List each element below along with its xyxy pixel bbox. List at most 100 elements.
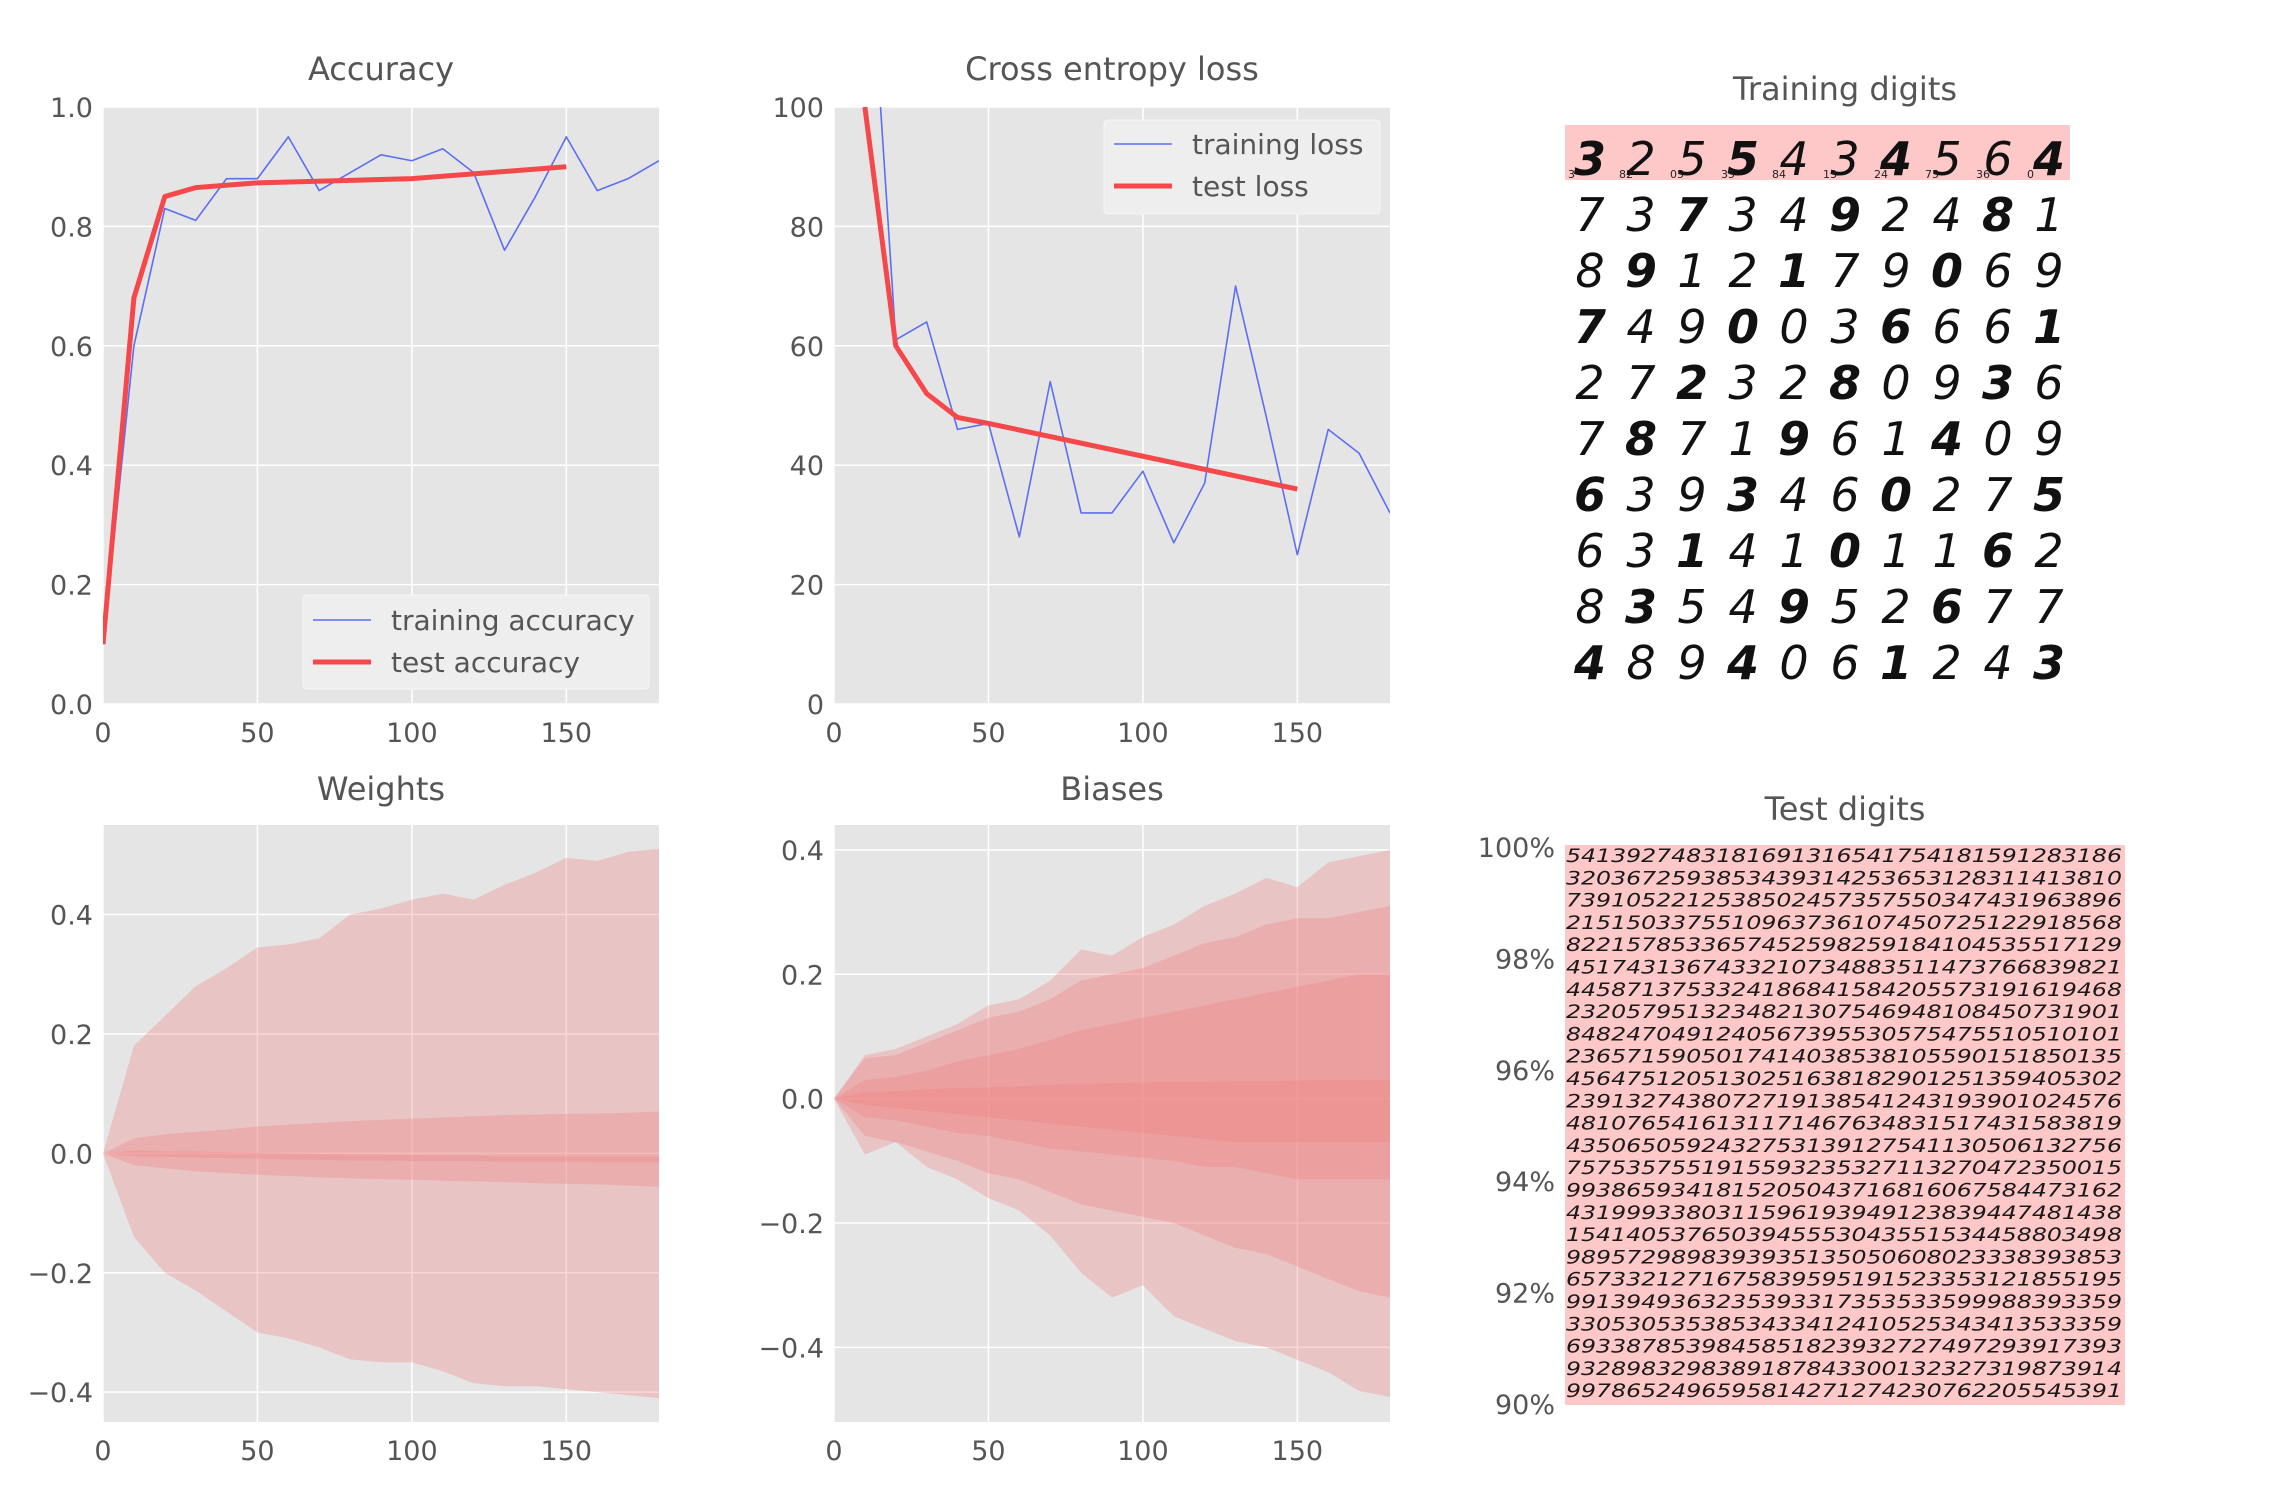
training-digit: 4 (1779, 468, 1808, 522)
training-digit: 6 (1575, 524, 1604, 578)
training-digit: 7 (1575, 188, 1604, 242)
training-digit: 2 (1779, 356, 1808, 410)
loss-xtick-label: 50 (971, 718, 1005, 749)
training-digit: 1 (1778, 244, 1810, 298)
training-digit: 1 (2034, 188, 2063, 242)
training-digit: 7 (2034, 580, 2063, 634)
test-digits-ytick-label: 96% (1495, 1056, 1555, 1087)
training-digit: 1 (1677, 244, 1706, 298)
loss-title: Cross entropy loss (965, 50, 1259, 88)
training-digit: 0 (1779, 300, 1808, 354)
test-digits-ytick-label: 90% (1495, 1390, 1555, 1421)
training-digit: 3 (1626, 188, 1655, 242)
accuracy-xtick-label: 0 (94, 718, 111, 749)
training-digit: 7 (1676, 188, 1708, 242)
training-digit: 9 (1778, 580, 1810, 634)
training-digit-wrong-label: 82 (1619, 168, 1633, 181)
test-digits-rows: 5413927483181691316541754181591283186320… (1566, 845, 2122, 1402)
training-digit: 3 (1982, 356, 2014, 410)
training-digit: 3 (1727, 468, 1759, 522)
training-digit: 6 (1830, 412, 1859, 466)
training-digit: 0 (1983, 412, 2012, 466)
training-digit: 1 (1779, 524, 1808, 578)
training-digit: 0 (1881, 356, 1910, 410)
training-digit: 4 (1728, 580, 1757, 634)
training-digit: 2 (1728, 244, 1757, 298)
loss-legend: training loss test loss (1104, 120, 1380, 214)
test-digit-row: 4810765416131171467634831517431583819 (1566, 1113, 2122, 1135)
training-digit: 2 (1575, 356, 1604, 410)
training-digit: 1 (1881, 412, 1910, 466)
training-digit: 9 (1778, 412, 1810, 466)
training-digit: 8 (1982, 188, 2014, 242)
test-digit-row: 1541405376503945553043551534458803498 (1566, 1224, 2122, 1246)
training-digit: 8 (1575, 580, 1604, 634)
biases-chart: 0 50 100 1500.40.20.0−0.2−0.4 Biases (758, 770, 1390, 1467)
legend-training-accuracy-label: training accuracy (391, 604, 635, 637)
training-digit: 9 (1677, 468, 1706, 522)
training-digit: 9 (1829, 188, 1861, 242)
biases-ytick-label: −0.2 (758, 1209, 824, 1240)
training-digit: 1 (1881, 524, 1910, 578)
loss-ytick-label: 40 (790, 451, 824, 482)
training-digits-title: Training digits (1732, 70, 1957, 108)
accuracy-title: Accuracy (308, 50, 454, 88)
loss-ytick-label: 60 (790, 332, 824, 363)
test-digit-row: 7391052212538502457357550347431963896 (1566, 890, 2122, 912)
test-digit-row: 8221578533657452598259184104535517129 (1566, 934, 2122, 956)
accuracy-ytick-label: 0.0 (50, 690, 93, 721)
test-digit-row: 4458713753324186841584205573191619468 (1566, 979, 2122, 1001)
test-digit-row: 6933878539845851823932727497293917393 (1566, 1336, 2122, 1358)
test-digit-row: 9895729898393935135050608023338393853 (1566, 1246, 2122, 1268)
training-digits-grid: 3 2 5 5 4 3 4 5 6 47 3 7 3 4 9 2 4 8 18 9 1 2 1 7 9 0 6 97 4 9 0 0 3 6 6 6 1… (1568, 132, 2065, 690)
training-digit: 6 (1983, 244, 2012, 298)
training-digit: 6 (1982, 524, 2014, 578)
training-digit-wrong-label: 24 (1874, 168, 1888, 181)
training-digit: 2 (1932, 468, 1961, 522)
training-digit-wrong-label: 13 (1823, 168, 1837, 181)
weights-xtick-label: 100 (386, 1436, 438, 1467)
training-digit: 4 (1983, 636, 2012, 690)
test-digit-row: 4350650592432753139127541130506132756 (1566, 1135, 2122, 1157)
accuracy-ytick-label: 0.8 (50, 212, 93, 243)
training-digit: 5 (1830, 580, 1859, 634)
test-digits-title: Test digits (1764, 790, 1926, 828)
test-digit-row: 5413927483181691316541754181591283186 (1566, 845, 2122, 867)
test-digit-row: 2391327438072719138541243193901024576 (1566, 1090, 2122, 1112)
loss-xtick-label: 0 (825, 718, 842, 749)
test-digit-row: 4564751205130251638182901251359405302 (1566, 1068, 2122, 1090)
training-digit-wrong-label: 3 (1568, 168, 1575, 181)
training-digit: 1 (1880, 636, 1912, 690)
training-digit: 7 (1830, 244, 1859, 298)
training-digit: 4 (2032, 132, 2065, 186)
training-digit: 2 (1881, 188, 1910, 242)
biases-ytick-label: −0.4 (758, 1333, 824, 1364)
training-digit: 9 (1932, 356, 1961, 410)
loss-ytick-label: 20 (790, 571, 824, 602)
accuracy-xtick-label: 50 (240, 718, 274, 749)
training-digit: 2 (1881, 580, 1910, 634)
legend-test-loss-label: test loss (1192, 170, 1309, 203)
training-digit: 7 (1677, 412, 1706, 466)
training-digit: 9 (1881, 244, 1910, 298)
weights-xtick-label: 50 (240, 1436, 274, 1467)
training-digit: 3 (1830, 300, 1859, 354)
training-digit: 8 (1625, 412, 1657, 466)
test-digit-row: 9913949363235393317353533599988393359 (1566, 1291, 2122, 1313)
training-digit: 1 (2033, 300, 2065, 354)
loss-chart: 0 50 100 150 0 20 40 60 80 100 Cross entropy loss… (772, 0, 1390, 749)
training-digit: 8 (1829, 356, 1861, 410)
accuracy-chart: 0 50 100 150 0.0 0.2 0.4 0.6 0.8 1.0 Accuracy tra… (50, 50, 659, 749)
biases-xtick-label: 100 (1117, 1436, 1169, 1467)
training-digit: 6 (1574, 468, 1606, 522)
training-digit: 4 (1930, 412, 1963, 466)
training-digit: 1 (1728, 412, 1757, 466)
training-digit: 9 (1677, 636, 1706, 690)
biases-ytick-label: 0.2 (781, 960, 824, 991)
biases-xtick-label: 150 (1272, 1436, 1324, 1467)
training-digit-wrong-label: 84 (1772, 168, 1786, 181)
training-digit: 9 (1677, 300, 1706, 354)
test-digit-row: 2365715905017414038538105590151850135 (1566, 1046, 2122, 1068)
training-digit: 4 (1728, 524, 1757, 578)
loss-xtick-label: 150 (1272, 718, 1324, 749)
